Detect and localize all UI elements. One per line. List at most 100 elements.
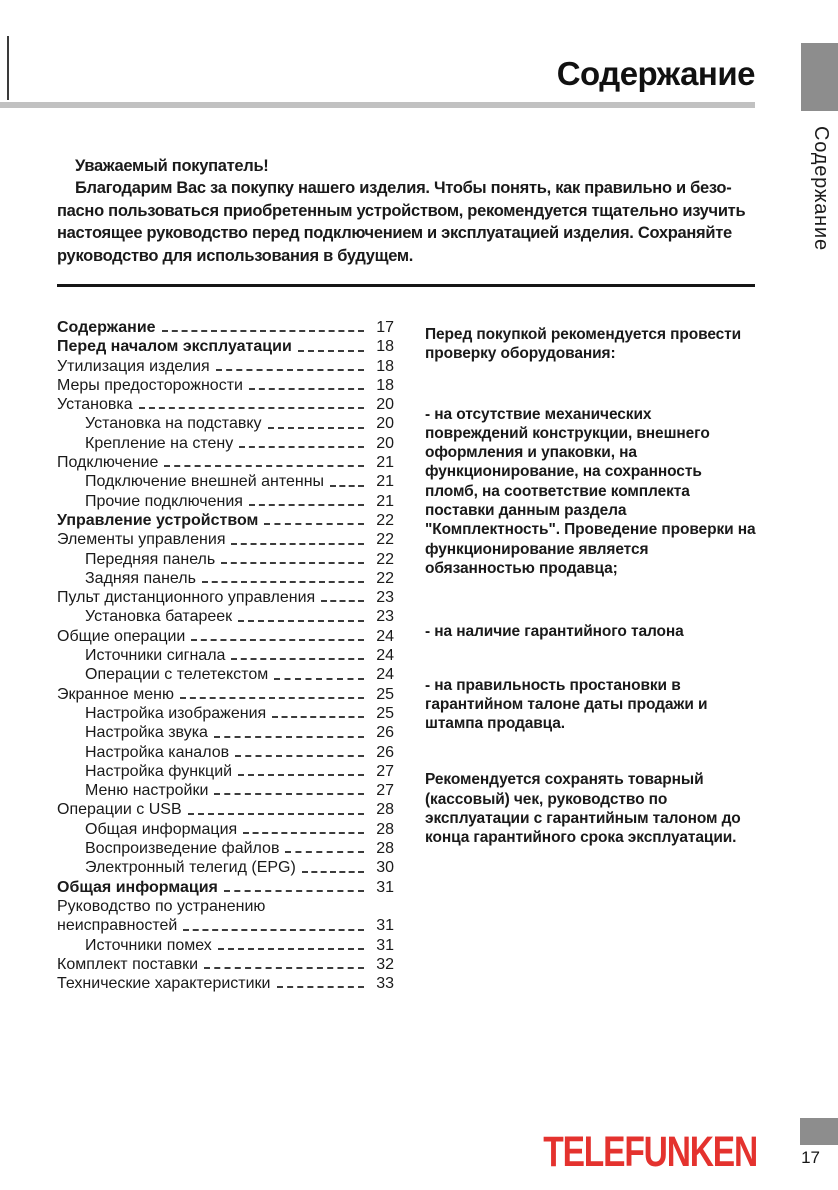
toc-entry-label: Источники сигнала <box>85 647 226 665</box>
toc-entry: Операции с телетекстом 24 <box>57 665 394 684</box>
note-paragraph: - на правильность простановки в гарантийн… <box>425 676 770 734</box>
toc-dot-leader <box>223 878 364 892</box>
toc-entry-page: 32 <box>376 955 394 973</box>
toc-entry: Технические характеристики 33 <box>57 974 394 993</box>
toc-entry-page: 23 <box>376 589 394 607</box>
toc-dot-leader <box>161 318 364 333</box>
toc-entry-page: 21 <box>376 473 394 491</box>
toc-entry-page: 20 <box>376 396 394 414</box>
toc-entry-page: 24 <box>376 666 394 684</box>
toc-entry-page: 30 <box>376 859 394 877</box>
toc-entry: Меню настройки 27 <box>57 781 394 800</box>
toc-entry-page: 28 <box>376 820 394 838</box>
intro-block: Уважаемый покупатель! Благодарим Вас за … <box>57 155 757 267</box>
toc-entry-label: неисправностей <box>57 917 178 935</box>
page-corner-marker <box>800 1118 838 1145</box>
toc-entry-page: 21 <box>376 454 394 472</box>
note-paragraph: Перед покупкой рекомендуется провести про… <box>425 325 770 364</box>
toc-entry-page: 22 <box>376 550 394 568</box>
toc-entry-label: Установка <box>57 396 133 414</box>
toc-dot-leader <box>179 685 364 699</box>
toc-entry-label: Операции с телетекстом <box>85 666 269 684</box>
toc-entry: Пульт дистанционного управления 23 <box>57 588 394 607</box>
page-number: 17 <box>801 1148 820 1167</box>
note-paragraph: - на наличие гарантийного талона <box>425 622 770 641</box>
toc-entry: Воспроизведение файлов 28 <box>57 839 394 858</box>
toc-entry-page: 18 <box>376 338 394 356</box>
toc-entry-page: 23 <box>376 608 394 626</box>
toc-entry-label: Крепление на стену <box>85 434 234 452</box>
toc-entry-page: 22 <box>376 531 394 549</box>
toc-entry-label: Элементы управления <box>57 531 226 549</box>
section-divider-rule <box>57 284 755 287</box>
note-line: обязанностью продавца; <box>425 559 618 577</box>
toc-entry-page: 20 <box>376 415 394 433</box>
toc-entry-page: 28 <box>376 840 394 858</box>
toc-entry-label: Подключение <box>57 454 159 472</box>
toc-entry: Настройка звука 26 <box>57 723 394 742</box>
toc-entry-page: 24 <box>376 647 394 665</box>
toc-entry-page: 27 <box>376 782 394 800</box>
toc-dot-leader <box>243 820 364 835</box>
toc-dot-leader <box>301 858 364 873</box>
toc-entry-page: 22 <box>376 511 394 529</box>
toc-dot-leader <box>297 337 364 352</box>
toc-entry: Элементы управления 22 <box>57 530 394 549</box>
toc-entry-page: 22 <box>376 569 394 587</box>
toc-entry: Комплект поставки 32 <box>57 955 394 974</box>
toc-dot-leader <box>272 704 364 719</box>
note-line: проверку оборудования: <box>425 345 616 363</box>
note-line: функционирование, на сохранность <box>425 463 702 481</box>
toc-entry: Установка на подставку 20 <box>57 414 394 433</box>
toc-dot-leader <box>187 800 364 815</box>
toc-entry-label: Пульт дистанционного управления <box>57 589 316 607</box>
toc-entry-page: 31 <box>376 878 394 896</box>
toc-entry: Экранное меню 25 <box>57 685 394 704</box>
brand-logo: TELEFUNKEN <box>543 1128 758 1176</box>
toc-entry-label: Воспроизведение файлов <box>85 840 280 858</box>
note-paragraph: Рекомендуется сохранять товарный (кассовы… <box>425 770 770 847</box>
toc-entry-label: Источники помех <box>85 936 212 954</box>
toc-entry-label: Задняя панель <box>85 569 196 587</box>
toc-entry: Источники помех 31 <box>57 936 394 955</box>
toc-entry-page: 25 <box>376 685 394 703</box>
toc-entry: Крепление на стену 20 <box>57 434 394 453</box>
toc-entry-label: Настройка каналов <box>85 743 230 761</box>
toc-dot-leader <box>213 723 364 738</box>
note-line: Рекомендуется сохранять товарный <box>425 771 704 789</box>
toc-entry: Электронный телегид (EPG) 30 <box>57 858 394 877</box>
note-line: штампа продавца. <box>425 715 566 733</box>
toc-dot-leader <box>235 743 364 757</box>
note-line: оформления и упаковки, на <box>425 444 637 462</box>
section-tab-marker <box>801 43 838 111</box>
toc-dot-leader <box>138 395 364 410</box>
toc-entry: Управление устройством 22 <box>57 511 394 530</box>
toc-entry: Утилизация изделия 18 <box>57 357 394 376</box>
toc-entry-page: 26 <box>376 724 394 742</box>
toc-dot-leader <box>238 762 364 777</box>
toc-dot-leader <box>285 839 364 854</box>
toc-entry: Содержание 17 <box>57 318 394 337</box>
purchase-check-notes: Перед покупкой рекомендуется провести про… <box>425 325 770 848</box>
toc-dot-leader <box>221 550 364 564</box>
toc-dot-leader <box>231 530 364 545</box>
toc-entry-page: 33 <box>376 975 394 993</box>
toc-entry-label: Общая информация <box>57 878 218 896</box>
toc-dot-leader <box>264 511 364 526</box>
intro-line: руководство для использования в будущем. <box>57 246 414 265</box>
toc-entry: Меры предосторожности 18 <box>57 376 394 395</box>
toc-entry: Установка 20 <box>57 395 394 414</box>
toc-entry-label: Технические характеристики <box>57 975 271 993</box>
note-paragraph: - на отсутствие механических повреждений … <box>425 405 770 579</box>
toc-entry-page: 26 <box>376 743 394 761</box>
toc-entry-label: Экранное меню <box>57 685 174 703</box>
toc-entry: Передняя панель 22 <box>57 550 394 569</box>
toc-entry-page: 17 <box>376 319 394 336</box>
toc-entry-label: Содержание <box>57 319 156 336</box>
toc-dot-leader <box>239 434 364 449</box>
toc-entry: Установка батареек 23 <box>57 607 394 626</box>
toc-entry: Операции с USB 28 <box>57 800 394 819</box>
note-line: - на правильность простановки в <box>425 676 681 694</box>
toc-dot-leader <box>214 781 364 796</box>
toc-entry: Настройка изображения 25 <box>57 704 394 723</box>
